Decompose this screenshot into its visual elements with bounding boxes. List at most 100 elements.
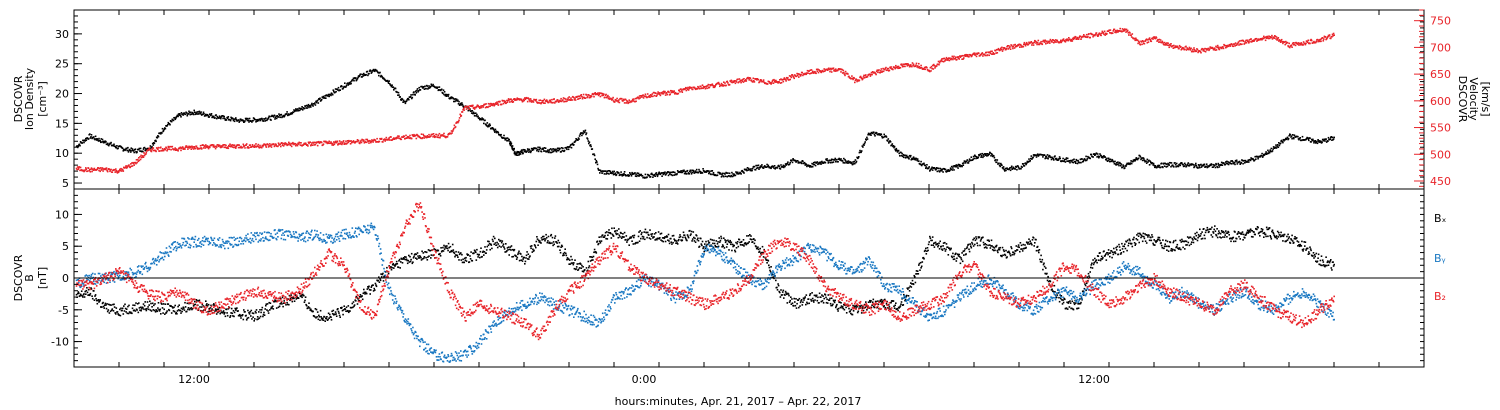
data-point (1036, 42, 1039, 44)
data-point (1301, 139, 1303, 142)
data-point (899, 67, 902, 69)
data-point (306, 144, 309, 146)
data-point (590, 145, 592, 148)
data-point (1001, 46, 1003, 49)
data-point (861, 145, 864, 147)
data-point (586, 95, 589, 98)
data-point (1052, 39, 1055, 41)
data-point (1142, 40, 1145, 43)
data-point (816, 161, 819, 163)
data-point (380, 137, 383, 140)
data-point (1188, 48, 1190, 51)
data-point (1060, 41, 1063, 44)
data-point (301, 109, 304, 111)
data-point (1044, 39, 1046, 42)
data-point (762, 167, 765, 169)
data-point (213, 304, 216, 307)
data-point (1100, 34, 1102, 37)
data-point (571, 99, 573, 101)
data-point (97, 299, 100, 301)
data-point (269, 143, 271, 145)
data-point (344, 82, 346, 84)
data-point (447, 134, 449, 136)
data-point (227, 308, 230, 310)
data-point (1114, 31, 1116, 34)
data-point (785, 76, 788, 79)
data-point (161, 132, 163, 134)
data-point (319, 309, 322, 312)
data-point (415, 92, 418, 94)
data-point (310, 106, 312, 108)
data-point (1270, 36, 1273, 39)
data-point (745, 78, 747, 81)
data-point (1208, 49, 1210, 52)
data-point (288, 294, 291, 297)
data-point (554, 149, 557, 152)
data-point (317, 318, 320, 321)
data-point (788, 79, 790, 81)
data-point (83, 170, 86, 172)
data-point (1017, 166, 1020, 169)
data-point (472, 104, 474, 107)
data-point (1185, 45, 1187, 48)
data-point (1308, 139, 1310, 142)
data-point (121, 147, 124, 150)
data-point (1015, 45, 1017, 48)
data-point (221, 145, 224, 147)
data-point (440, 88, 443, 91)
data-point (670, 89, 672, 92)
data-point (833, 69, 836, 71)
data-point (184, 301, 186, 304)
data-point (942, 171, 944, 173)
data-point (826, 158, 828, 160)
data-point (374, 70, 376, 73)
data-point (957, 163, 960, 166)
data-point (607, 97, 610, 100)
data-point (261, 118, 264, 120)
data-point (143, 305, 146, 307)
data-point (773, 167, 775, 169)
data-point (870, 73, 872, 76)
data-point (105, 167, 108, 169)
data-point (962, 58, 965, 60)
data-point (104, 304, 106, 306)
data-point (1320, 40, 1322, 43)
data-point (175, 312, 177, 315)
data-point (1309, 42, 1311, 45)
data-point (637, 172, 640, 175)
data-point (367, 74, 369, 77)
data-point (326, 316, 328, 318)
data-point (1217, 162, 1220, 165)
data-point (1178, 163, 1181, 165)
data-point (1252, 158, 1255, 161)
data-point (1237, 41, 1240, 43)
data-point (503, 101, 506, 104)
data-point (323, 97, 326, 99)
data-point (348, 83, 350, 85)
data-point (601, 94, 603, 97)
data-point (419, 89, 422, 91)
data-point (313, 144, 315, 146)
data-point (784, 165, 786, 168)
data-point (1036, 153, 1039, 155)
data-point (787, 77, 789, 79)
data-point (1323, 38, 1325, 40)
data-point (935, 168, 937, 170)
data-point (488, 105, 490, 108)
data-point (192, 305, 195, 307)
data-point (406, 137, 408, 139)
data-point (406, 259, 408, 262)
data-point (730, 175, 732, 178)
data-point (415, 137, 418, 140)
data-point (954, 58, 956, 60)
data-point (379, 278, 381, 280)
data-point (766, 83, 769, 85)
data-point (1186, 47, 1188, 49)
data-point (920, 66, 923, 69)
data-point (800, 162, 803, 165)
data-point (829, 70, 831, 73)
data-point (82, 169, 85, 172)
data-point (961, 165, 963, 168)
data-point (82, 294, 85, 296)
data-point (77, 291, 80, 293)
